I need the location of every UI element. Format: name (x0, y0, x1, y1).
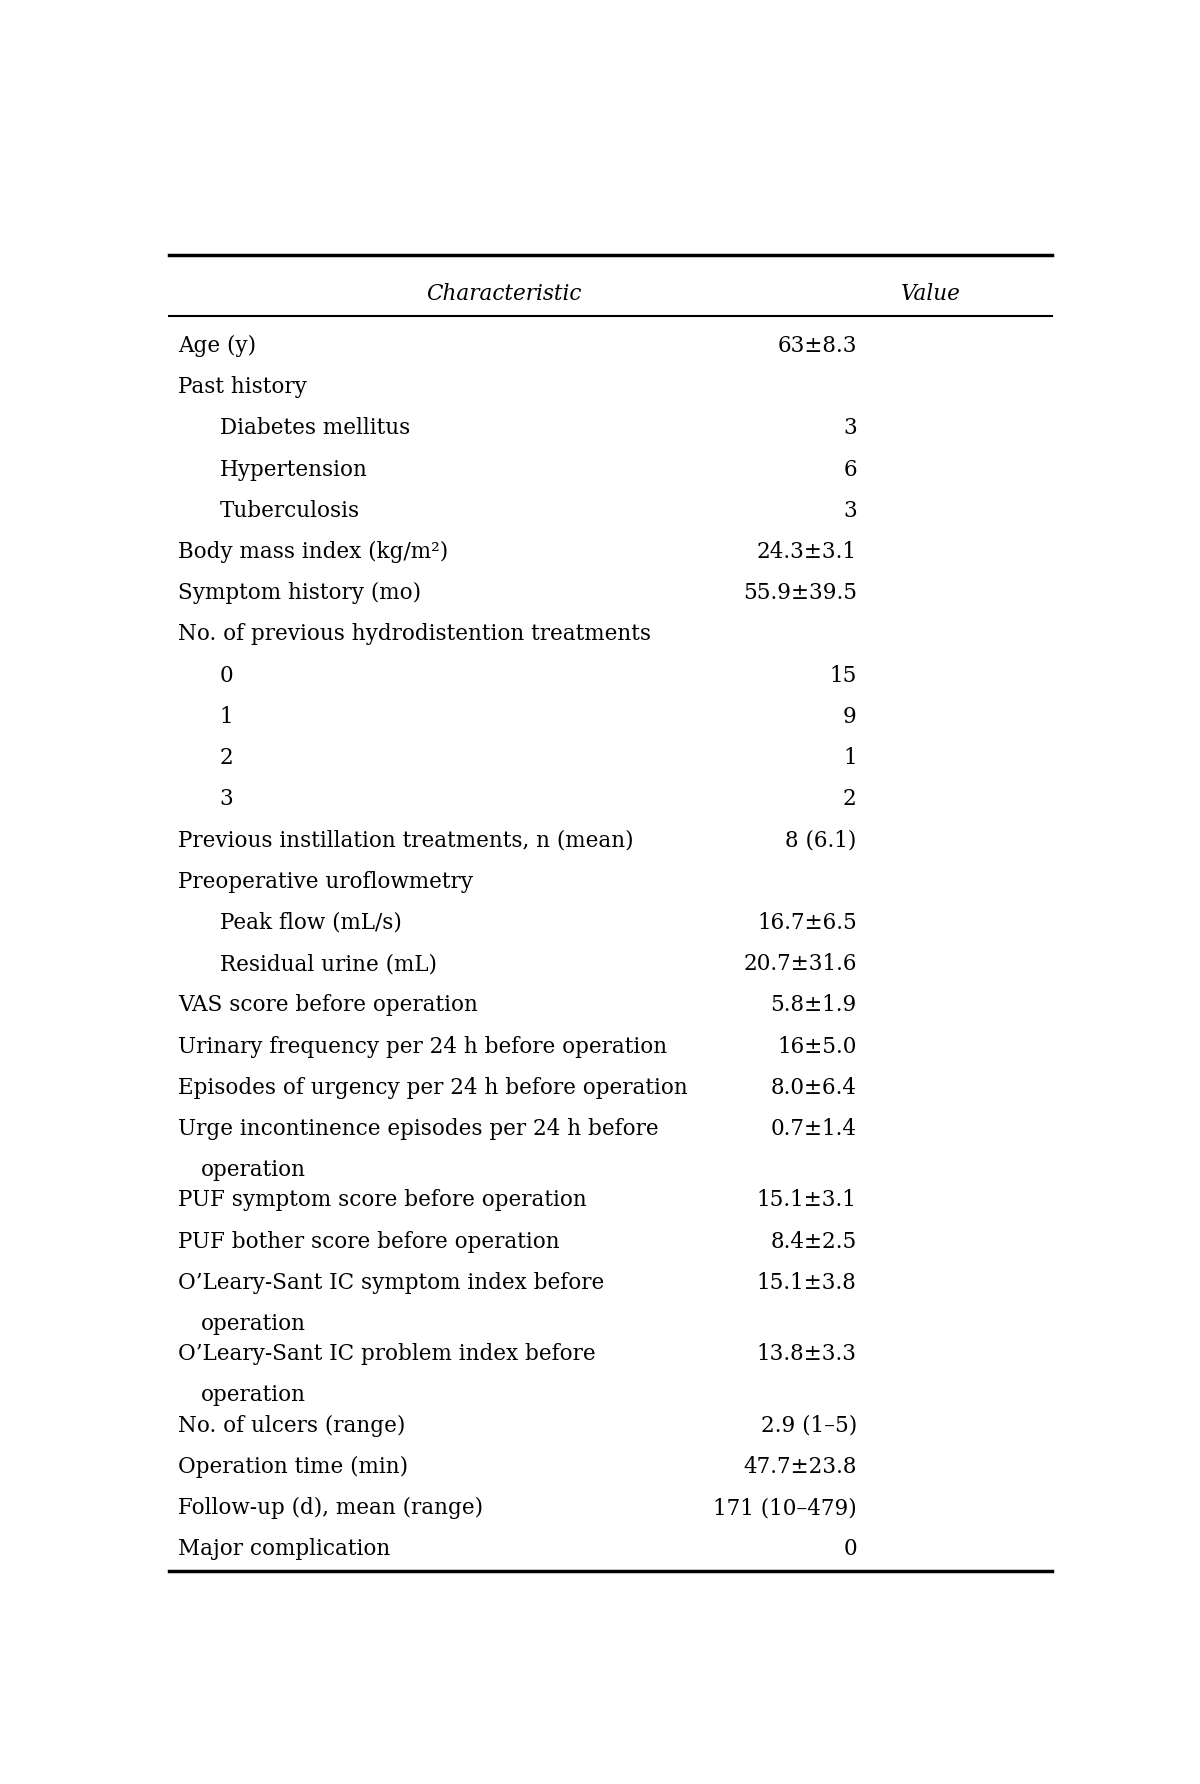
Text: Diabetes mellitus: Diabetes mellitus (220, 417, 410, 439)
Text: Operation time (min): Operation time (min) (178, 1456, 408, 1477)
Text: 6: 6 (844, 458, 857, 480)
Text: operation: operation (202, 1160, 306, 1181)
Text: Characteristic: Characteristic (426, 282, 581, 305)
Text: 15: 15 (829, 665, 857, 687)
Text: Residual urine (mL): Residual urine (mL) (220, 953, 437, 976)
Text: 171 (10–479): 171 (10–479) (713, 1497, 857, 1520)
Text: 5.8±1.9: 5.8±1.9 (770, 994, 857, 1017)
Text: 0.7±1.4: 0.7±1.4 (770, 1119, 857, 1140)
Text: Urge incontinence episodes per 24 h before: Urge incontinence episodes per 24 h befo… (178, 1119, 659, 1140)
Text: Symptom history (mo): Symptom history (mo) (178, 582, 421, 605)
Text: Body mass index (kg/m²): Body mass index (kg/m²) (178, 541, 448, 564)
Text: O’Leary-Sant IC problem index before: O’Leary-Sant IC problem index before (178, 1343, 595, 1365)
Text: 2: 2 (220, 747, 234, 769)
Text: Value: Value (901, 282, 961, 305)
Text: 1: 1 (220, 706, 233, 728)
Text: 24.3±3.1: 24.3±3.1 (757, 541, 857, 564)
Text: Age (y): Age (y) (178, 335, 256, 357)
Text: Follow-up (d), mean (range): Follow-up (d), mean (range) (178, 1497, 484, 1520)
Text: 15.1±3.8: 15.1±3.8 (757, 1272, 857, 1293)
Text: 8.4±2.5: 8.4±2.5 (770, 1231, 857, 1252)
Text: 16.7±6.5: 16.7±6.5 (757, 912, 857, 933)
Text: Previous instillation treatments, n (mean): Previous instillation treatments, n (mea… (178, 830, 634, 851)
Text: O’Leary-Sant IC symptom index before: O’Leary-Sant IC symptom index before (178, 1272, 604, 1293)
Text: 3: 3 (844, 417, 857, 439)
Text: 0: 0 (220, 665, 233, 687)
Text: 16±5.0: 16±5.0 (778, 1035, 857, 1058)
Text: 63±8.3: 63±8.3 (778, 335, 857, 357)
Text: Episodes of urgency per 24 h before operation: Episodes of urgency per 24 h before oper… (178, 1078, 688, 1099)
Text: 0: 0 (844, 1538, 857, 1561)
Text: 1: 1 (844, 747, 857, 769)
Text: Major complication: Major complication (178, 1538, 390, 1561)
Text: 15.1±3.1: 15.1±3.1 (757, 1190, 857, 1211)
Text: Tuberculosis: Tuberculosis (220, 500, 360, 521)
Text: Past history: Past history (178, 376, 307, 398)
Text: operation: operation (202, 1313, 306, 1334)
Text: No. of previous hydrodistention treatments: No. of previous hydrodistention treatmen… (178, 623, 650, 646)
Text: 13.8±3.3: 13.8±3.3 (757, 1343, 857, 1365)
Text: VAS score before operation: VAS score before operation (178, 994, 478, 1017)
Text: Preoperative uroflowmetry: Preoperative uroflowmetry (178, 871, 473, 892)
Text: Peak flow (mL/s): Peak flow (mL/s) (220, 912, 402, 933)
Text: Hypertension: Hypertension (220, 458, 367, 480)
Text: 9: 9 (844, 706, 857, 728)
Text: 55.9±39.5: 55.9±39.5 (743, 582, 857, 605)
Text: 2.9 (1–5): 2.9 (1–5) (761, 1415, 857, 1436)
Text: 3: 3 (844, 500, 857, 521)
Text: 8 (6.1): 8 (6.1) (786, 830, 857, 851)
Text: Urinary frequency per 24 h before operation: Urinary frequency per 24 h before operat… (178, 1035, 667, 1058)
Text: No. of ulcers (range): No. of ulcers (range) (178, 1415, 406, 1436)
Text: PUF bother score before operation: PUF bother score before operation (178, 1231, 559, 1252)
Text: 2: 2 (844, 789, 857, 810)
Text: operation: operation (202, 1384, 306, 1406)
Text: PUF symptom score before operation: PUF symptom score before operation (178, 1190, 587, 1211)
Text: 3: 3 (220, 789, 234, 810)
Text: 8.0±6.4: 8.0±6.4 (770, 1078, 857, 1099)
Text: 47.7±23.8: 47.7±23.8 (743, 1456, 857, 1477)
Text: 20.7±31.6: 20.7±31.6 (743, 953, 857, 976)
